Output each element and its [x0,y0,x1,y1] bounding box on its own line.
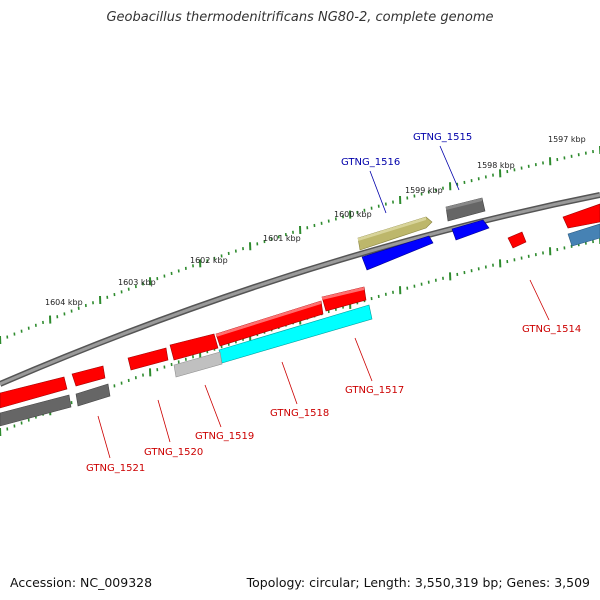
ruler-label-1597: 1597 kbp [548,135,586,144]
gene-GTNG_1516-feature[interactable] [357,216,433,251]
label-GTNG_1518[interactable]: GTNG_1518 [270,408,329,419]
leader-GTNG_1514 [529,279,550,321]
gene-GTNG_1521b-feature[interactable] [75,383,111,407]
gene-GTNG_1521-feature[interactable] [71,365,106,387]
leader-GTNG_1521 [97,415,111,459]
genome-backbone [0,192,600,387]
label-GTNG_1514[interactable]: GTNG_1514 [522,324,581,335]
gene-GTNG_1519b-feature[interactable] [173,351,223,378]
label-GTNG_1515[interactable]: GTNG_1515 [413,132,472,143]
ruler-label-1602: 1602 kbp [190,256,228,265]
label-GTNG_1519[interactable]: GTNG_1519 [195,431,254,442]
gene-GTNG_1514-feature[interactable] [507,231,527,249]
genome-summary-text: Topology: circular; Length: 3,550,319 bp… [246,575,590,590]
ruler-label-1600: 1600 kbp [334,210,372,219]
leader-GTNG_1518 [281,361,298,405]
gene-GTNG_1517-feature[interactable] [321,286,367,312]
ruler-label-1598: 1598 kbp [477,161,515,170]
ruler-label-1601: 1601 kbp [263,234,301,243]
leader-GTNG_1520 [157,399,171,443]
ruler-label-1603: 1603 kbp [118,278,156,287]
gene-GTNG_1516b-feature[interactable] [361,235,434,271]
label-GTNG_1517[interactable]: GTNG_1517 [345,385,404,396]
gene-GTNG_1522-feature[interactable] [0,376,68,409]
ruler-label-1604: 1604 kbp [45,298,83,307]
accession-text: Accession: NC_009328 [10,575,153,590]
gene-GTNG_1520-feature[interactable] [127,347,169,371]
gene-GTNG_1513-feature[interactable] [562,203,600,229]
gene-GTNG_1518-feature[interactable] [215,300,324,347]
label-GTNG_1516[interactable]: GTNG_1516 [341,157,400,168]
gene-GTNG_1512-feature[interactable] [567,223,600,247]
leader-GTNG_1517 [354,337,373,382]
gene-GTNG_1519-feature[interactable] [169,333,219,361]
map-title: Geobacillus thermodenitrificans NG80-2, … [106,10,494,25]
gene-GTNG_1522b-feature[interactable] [0,394,72,427]
label-GTNG_1520[interactable]: GTNG_1520 [144,447,203,458]
label-GTNG_1521[interactable]: GTNG_1521 [86,463,145,474]
gene-GTNG_1515b-feature[interactable] [451,219,490,241]
leader-GTNG_1516 [369,170,387,214]
leader-GTNG_1519 [204,384,222,428]
outer-ruler [0,146,600,345]
ruler-label-1599: 1599 kbp [405,186,443,195]
leader-GTNG_1515 [439,145,460,191]
gene-GTNG_1515-feature[interactable] [445,197,486,222]
